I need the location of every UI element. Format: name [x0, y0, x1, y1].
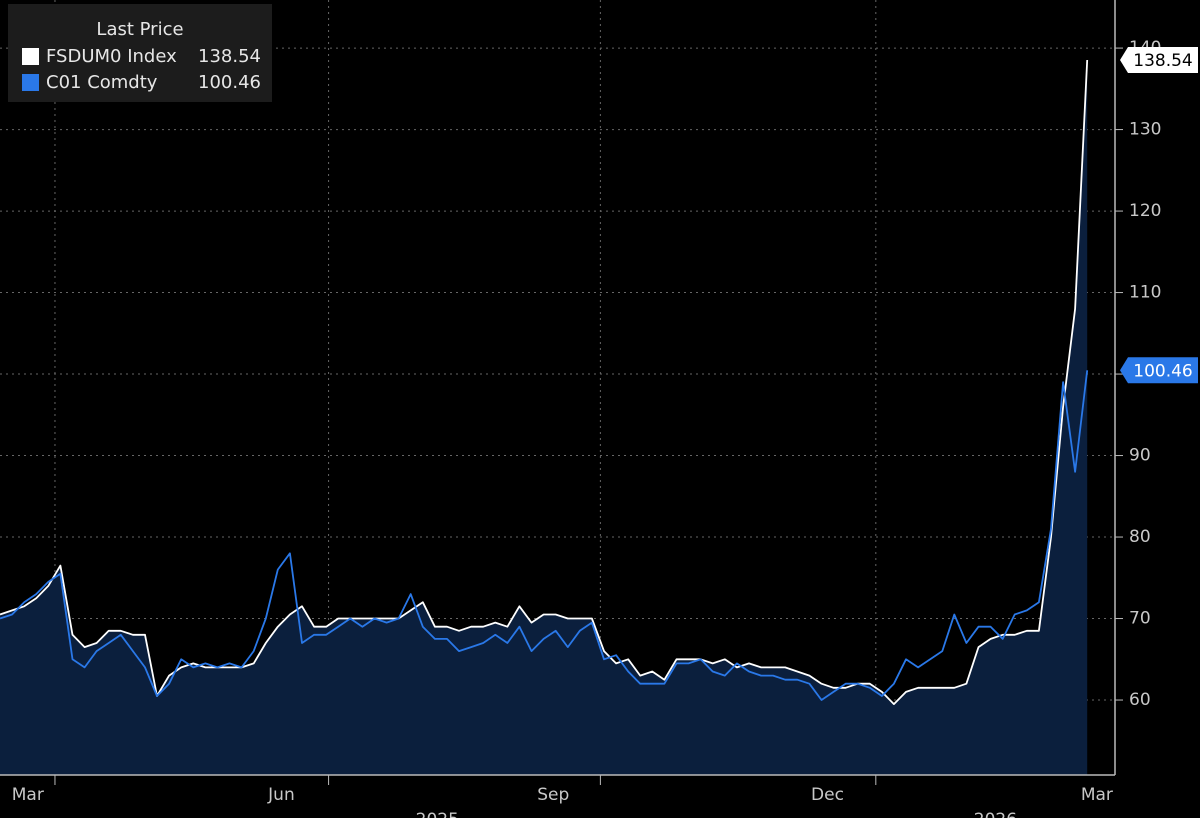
- series-line: [0, 370, 1089, 701]
- legend-label: FSDUM0 Index: [46, 46, 177, 67]
- legend-value: 100.46: [198, 72, 261, 93]
- y-tick-label: 70: [1129, 609, 1151, 629]
- legend-swatch: [22, 74, 39, 91]
- legend-title: Last Price: [96, 19, 183, 40]
- series-line: [0, 59, 1089, 705]
- y-tick-label: 60: [1129, 690, 1151, 710]
- y-tick-label: 120: [1129, 201, 1161, 221]
- y-tick-label: 80: [1129, 527, 1151, 547]
- price-tag-label: 138.54: [1133, 51, 1192, 71]
- legend-swatch: [22, 48, 39, 65]
- x-tick-label: Sep: [537, 785, 569, 805]
- year-label: 2025: [416, 810, 459, 818]
- x-tick-label: Mar: [1081, 785, 1113, 805]
- price-tag-label: 100.46: [1133, 361, 1192, 381]
- year-label: 2026: [974, 810, 1017, 818]
- legend: Last Price FSDUM0 Index 138.54 C01 Comdty 1…: [8, 4, 272, 102]
- x-tick-label: Jun: [267, 785, 295, 805]
- legend-label: C01 Comdty: [46, 72, 158, 93]
- legend-value: 138.54: [198, 46, 261, 67]
- y-tick-label: 110: [1129, 283, 1161, 303]
- y-tick-label: 90: [1129, 446, 1151, 466]
- x-tick-label: Dec: [811, 785, 844, 805]
- area: [0, 60, 1088, 775]
- legend-box: [8, 4, 272, 102]
- plot-area: [0, 59, 1089, 775]
- price-tag: [1120, 357, 1198, 384]
- x-tick-label: Mar: [12, 785, 44, 805]
- price-tag: [1120, 46, 1198, 73]
- y-tick-label: 130: [1129, 120, 1161, 140]
- price-tags: 138.54 100.46: [1120, 46, 1198, 384]
